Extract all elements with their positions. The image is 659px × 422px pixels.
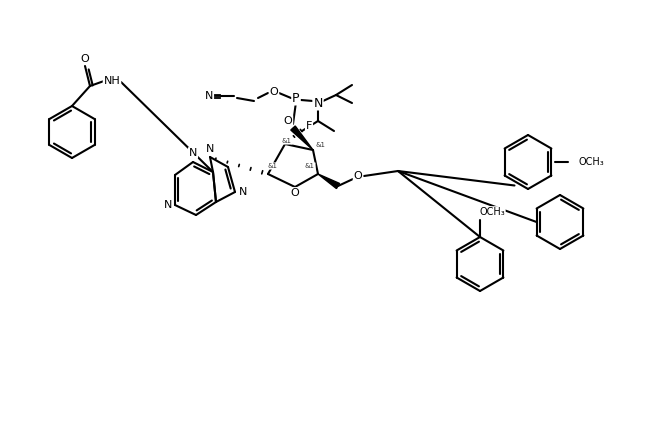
Text: &1: &1: [305, 163, 315, 169]
Text: O: O: [80, 54, 90, 64]
Text: O: O: [354, 171, 362, 181]
Text: N: N: [205, 91, 214, 101]
Text: N: N: [189, 148, 197, 158]
Text: O: O: [283, 116, 293, 126]
Text: &1: &1: [282, 138, 292, 144]
Text: N: N: [164, 200, 172, 210]
Text: O: O: [270, 87, 278, 97]
Text: N: N: [313, 97, 323, 109]
Text: &1: &1: [316, 142, 326, 148]
Text: P: P: [292, 92, 300, 105]
Text: &1: &1: [268, 163, 278, 169]
Text: N: N: [239, 187, 247, 197]
Polygon shape: [318, 174, 339, 189]
Text: NH: NH: [103, 76, 121, 86]
Polygon shape: [291, 126, 313, 150]
Text: F: F: [306, 121, 312, 131]
Text: O: O: [291, 188, 299, 198]
Text: OCH₃: OCH₃: [479, 207, 505, 217]
Text: OCH₃: OCH₃: [578, 157, 604, 167]
Text: N: N: [206, 144, 214, 154]
